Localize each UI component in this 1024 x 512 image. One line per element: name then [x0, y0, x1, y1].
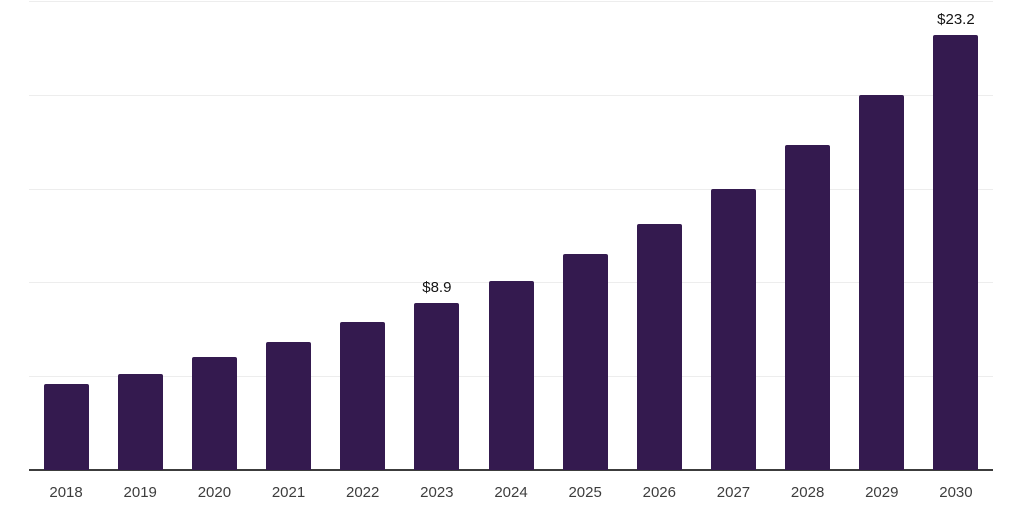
bar-2021: [266, 342, 312, 470]
bar-2030: [933, 34, 979, 470]
x-tick-label-2025: 2025: [568, 484, 602, 501]
bar-2023: [414, 303, 460, 470]
x-tick-label-2024: 2024: [494, 484, 528, 501]
x-tick-label-2026: 2026: [642, 484, 676, 501]
bar-2019: [117, 374, 163, 470]
x-tick-label-2028: 2028: [790, 484, 825, 501]
bar-value-label-2030: $23.2: [937, 10, 975, 28]
bar-2026: [636, 224, 682, 470]
gridline-y25: [29, 0, 993, 2]
bar-2025: [562, 254, 608, 470]
gridline-y15: [29, 188, 993, 190]
x-tick-label-2027: 2027: [716, 484, 751, 501]
x-tick-label-2023: 2023: [420, 484, 454, 501]
x-tick-label-2019: 2019: [123, 484, 157, 501]
bar-2020: [191, 357, 237, 470]
x-tick-label-2018: 2018: [49, 484, 83, 501]
bar-2024: [488, 280, 534, 470]
x-tick-label-2021: 2021: [271, 484, 306, 501]
bar-value-label-2023: $8.9: [422, 279, 452, 297]
bar-2029: [859, 94, 905, 470]
x-tick-label-2030: 2030: [939, 484, 973, 501]
bar-2018: [43, 383, 89, 470]
x-tick-label-2020: 2020: [197, 484, 232, 501]
x-tick-label-2022: 2022: [346, 484, 380, 501]
plot-area: $8.9 $23.2: [29, 0, 993, 471]
bar-2027: [710, 188, 756, 470]
bar-2022: [340, 321, 386, 470]
x-tick-label-2029: 2029: [865, 484, 899, 501]
bar-2028: [785, 145, 831, 470]
gridline-y20: [29, 94, 993, 96]
x-axis-line: [29, 469, 993, 471]
